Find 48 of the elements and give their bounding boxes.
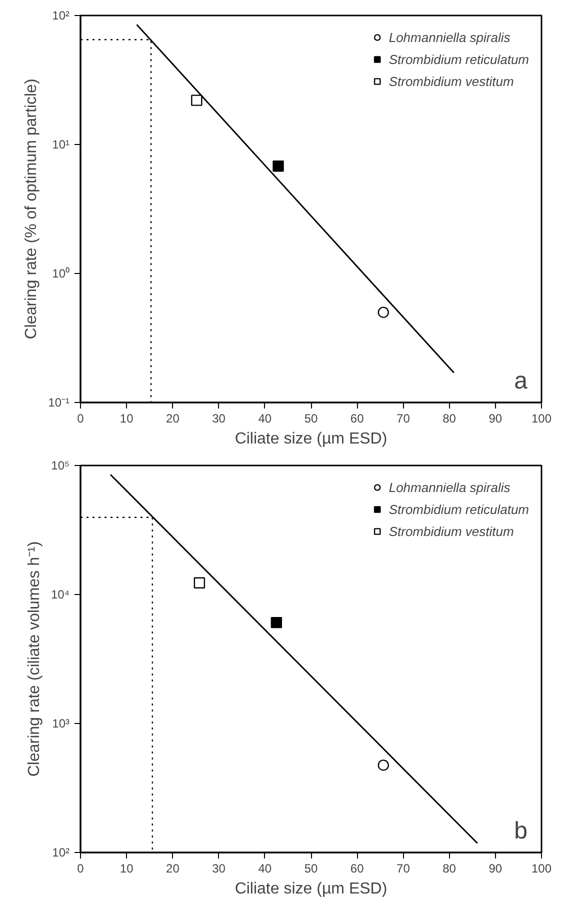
legend-label: Lohmanniella spiralis [388, 30, 510, 44]
x-tick-label: 30 [212, 862, 226, 876]
legend-label: Strombidium reticulatum [388, 502, 529, 516]
x-tick-label: 60 [350, 412, 364, 426]
y-tick-label: 10⁴ [50, 588, 70, 602]
point [270, 616, 282, 628]
y-axis-title: Clearing rate (% of optimum particle) [23, 78, 40, 340]
x-axis-title: Ciliate size (µm ESD) [234, 430, 388, 448]
point [191, 94, 202, 106]
x-tick-label: 80 [442, 862, 456, 876]
x-tick-label: 0 [77, 412, 84, 426]
annotation: b [514, 818, 528, 844]
x-tick-label: 50 [304, 862, 318, 876]
x-tick-label: 70 [396, 862, 410, 876]
x-tick-label: 40 [258, 412, 272, 426]
point [378, 306, 389, 318]
legend-label: Strombidium vestitum [388, 74, 514, 88]
y-tick-label: 10⁵ [51, 458, 70, 472]
x-tick-label: 30 [212, 412, 226, 426]
y-tick-label: 10² [52, 846, 70, 860]
point [378, 760, 389, 771]
x-tick-label: 10 [120, 862, 134, 876]
x-tick-label: 40 [258, 862, 272, 876]
x-tick-label: 60 [350, 862, 364, 876]
point [194, 577, 206, 588]
y-axis-title: Clearing rate (ciliate volumes h⁻¹) [26, 541, 43, 777]
x-tick-label: 10 [120, 412, 134, 426]
x-tick-label: 50 [304, 412, 318, 426]
x-tick-label: 80 [442, 412, 456, 426]
x-tick-label: 100 [531, 412, 552, 426]
legend-label: Lohmanniella spiralis [388, 480, 510, 494]
y-tick-label: 10² [52, 8, 70, 22]
y-tick-label: 10³ [52, 716, 70, 730]
x-tick-label: 90 [488, 412, 502, 426]
y-tick-label: 10⁻¹ [48, 396, 70, 410]
y-tick-label: 10⁰ [52, 266, 70, 280]
y-tick-label: 10¹ [52, 138, 70, 152]
point [272, 160, 284, 172]
x-tick-label: 20 [166, 412, 180, 426]
x-tick-label: 0 [77, 862, 84, 876]
x-axis-title: Ciliate size (µm ESD) [234, 880, 388, 898]
legend-label: Strombidium vestitum [388, 524, 514, 538]
legend-label: Strombidium reticulatum [388, 52, 529, 66]
x-tick-label: 20 [166, 862, 180, 876]
x-tick-label: 90 [488, 862, 502, 876]
annotation: a [514, 368, 528, 394]
x-tick-label: 100 [531, 862, 552, 876]
x-tick-label: 70 [396, 412, 410, 426]
